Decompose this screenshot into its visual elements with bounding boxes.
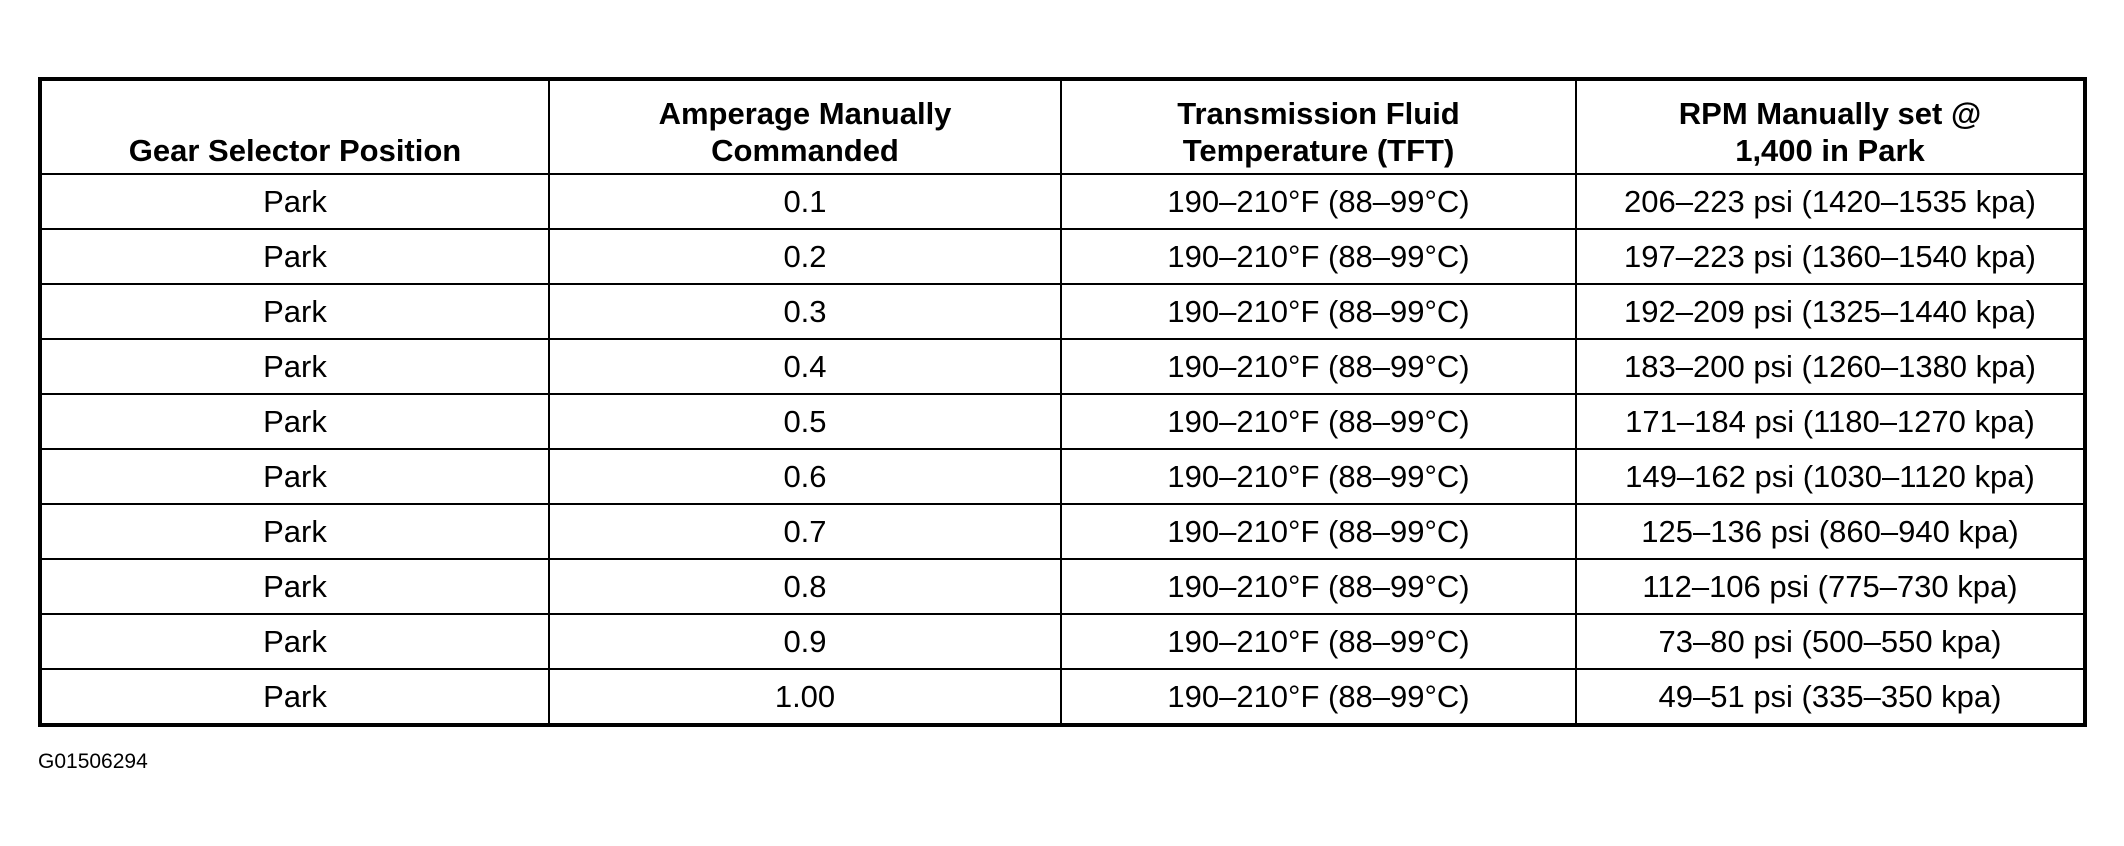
table-cell: 183–200 psi (1260–1380 kpa) bbox=[1575, 338, 2086, 395]
table-cell: 73–80 psi (500–550 kpa) bbox=[1575, 613, 2086, 670]
table-row: Park 0.2 190–210°F (88–99°C) 197–223 psi (1… bbox=[39, 228, 2086, 285]
table-cell: Park bbox=[39, 173, 550, 230]
table-cell: 0.9 bbox=[548, 613, 1062, 670]
table-cell: 149–162 psi (1030–1120 kpa) bbox=[1575, 448, 2086, 505]
table-row: Park 0.5 190–210°F (88–99°C) 171–184 psi (1… bbox=[39, 393, 2086, 450]
table-cell: 0.1 bbox=[548, 173, 1062, 230]
table-cell: Park bbox=[39, 558, 550, 615]
table-row: Park 0.4 190–210°F (88–99°C) 183–200 psi (1… bbox=[39, 338, 2086, 395]
header-line: 1,400 in Park bbox=[1735, 133, 1925, 168]
table-cell: Park bbox=[39, 283, 550, 340]
table-cell: 190–210°F (88–99°C) bbox=[1060, 668, 1577, 726]
table-cell: 197–223 psi (1360–1540 kpa) bbox=[1575, 228, 2086, 285]
table-row: Park 0.8 190–210°F (88–99°C) 112–106 psi (7… bbox=[39, 558, 2086, 615]
table-cell: 0.3 bbox=[548, 283, 1062, 340]
table-cell: 190–210°F (88–99°C) bbox=[1060, 173, 1577, 230]
table-cell: 190–210°F (88–99°C) bbox=[1060, 393, 1577, 450]
table-row: Park 0.7 190–210°F (88–99°C) 125–136 psi (8… bbox=[39, 503, 2086, 560]
table-row: Park 0.9 190–210°F (88–99°C) 73–80 psi (500… bbox=[39, 613, 2086, 670]
table-cell: Park bbox=[39, 613, 550, 670]
header-line: Commanded bbox=[711, 133, 899, 168]
table-row: Park 0.1 190–210°F (88–99°C) 206–223 psi (1… bbox=[39, 173, 2086, 230]
header-cell: Gear Selector Position bbox=[39, 78, 550, 175]
table-cell: 0.6 bbox=[548, 448, 1062, 505]
table-cell: 112–106 psi (775–730 kpa) bbox=[1575, 558, 2086, 615]
header-line: Gear Selector Position bbox=[128, 133, 462, 168]
table-cell: 0.8 bbox=[548, 558, 1062, 615]
table-cell: 0.4 bbox=[548, 338, 1062, 395]
table-cell: 0.2 bbox=[548, 228, 1062, 285]
table-cell: Park bbox=[39, 668, 550, 726]
table-cell: 190–210°F (88–99°C) bbox=[1060, 503, 1577, 560]
table-row: Park 1.00 190–210°F (88–99°C) 49–51 psi (33… bbox=[39, 668, 2086, 726]
table-cell: 0.5 bbox=[548, 393, 1062, 450]
table-cell: 192–209 psi (1325–1440 kpa) bbox=[1575, 283, 2086, 340]
table-cell: Park bbox=[39, 393, 550, 450]
table-cell: 171–184 psi (1180–1270 kpa) bbox=[1575, 393, 2086, 450]
header-line: Temperature (TFT) bbox=[1182, 133, 1455, 168]
header-line: RPM Manually set @ bbox=[1678, 96, 1982, 131]
header-cell: RPM Manually set @1,400 in Park bbox=[1575, 78, 2086, 175]
table-cell: 0.7 bbox=[548, 503, 1062, 560]
table-cell: Park bbox=[39, 338, 550, 395]
table-cell: 190–210°F (88–99°C) bbox=[1060, 228, 1577, 285]
header-line: Transmission Fluid bbox=[1177, 96, 1460, 131]
header-line: Amperage Manually bbox=[658, 96, 952, 131]
table-cell: 190–210°F (88–99°C) bbox=[1060, 613, 1577, 670]
table-cell: 125–136 psi (860–940 kpa) bbox=[1575, 503, 2086, 560]
header-cell: Transmission Fluid Temperature (TFT) bbox=[1060, 78, 1577, 175]
table-cell: 206–223 psi (1420–1535 kpa) bbox=[1575, 173, 2086, 230]
table-cell: Park bbox=[39, 228, 550, 285]
table-cell: Park bbox=[39, 448, 550, 505]
header-cell: Amperage Manually Commanded bbox=[548, 78, 1062, 175]
table-cell: Park bbox=[39, 503, 550, 560]
table-row: Park 0.3 190–210°F (88–99°C) 192–209 psi (1… bbox=[39, 283, 2086, 340]
header-row: Gear Selector Position Amperage Manually C… bbox=[39, 78, 2086, 175]
table-cell: 190–210°F (88–99°C) bbox=[1060, 283, 1577, 340]
table-cell: 190–210°F (88–99°C) bbox=[1060, 448, 1577, 505]
table-cell: 190–210°F (88–99°C) bbox=[1060, 338, 1577, 395]
pressure-table: Gear Selector Position Amperage Manually C… bbox=[38, 77, 2087, 727]
figure-code: G01506294 bbox=[38, 750, 148, 773]
table-cell: 190–210°F (88–99°C) bbox=[1060, 558, 1577, 615]
table-row: Park 0.6 190–210°F (88–99°C) 149–162 psi (1… bbox=[39, 448, 2086, 505]
table-cell: 49–51 psi (335–350 kpa) bbox=[1575, 668, 2086, 726]
table-cell: 1.00 bbox=[548, 668, 1062, 726]
